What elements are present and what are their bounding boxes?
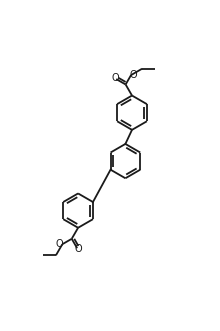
Text: O: O — [130, 70, 138, 80]
Text: O: O — [111, 73, 119, 83]
Text: O: O — [74, 244, 82, 254]
Text: O: O — [56, 239, 64, 249]
